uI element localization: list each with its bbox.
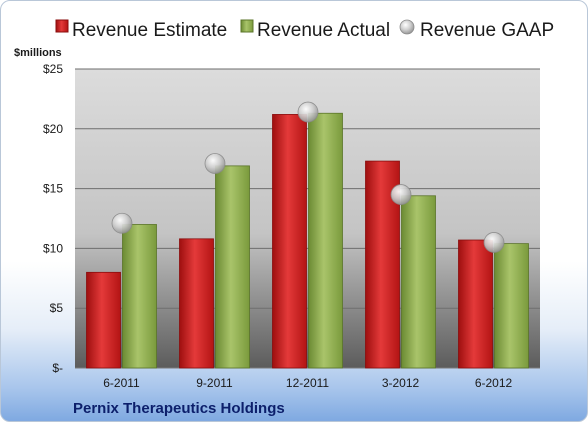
x-tick-label: 9-2011: [196, 376, 233, 390]
y-tick-label: $-: [52, 361, 63, 375]
legend-label-estimate: Revenue Estimate: [72, 20, 227, 41]
gaap-marker: [111, 212, 133, 234]
legend-item-gaap: Revenue GAAP: [399, 19, 554, 41]
y-tick-label: $25: [43, 62, 63, 76]
x-tick-label: 6-2011: [103, 376, 140, 390]
legend-label-gaap: Revenue GAAP: [420, 20, 554, 41]
legend-label-actual: Revenue Actual: [257, 20, 390, 41]
legend-item-estimate: Revenue Estimate: [55, 19, 227, 41]
bar-revenue-estimate: [458, 239, 493, 369]
x-tick-label: 3-2012: [382, 376, 420, 390]
legend-item-actual: Revenue Actual: [240, 19, 390, 41]
gaap-marker: [483, 232, 505, 253]
y-axis-unit-label: $millions: [14, 47, 62, 59]
bar-revenue-actual: [122, 224, 157, 369]
gaap-marker: [297, 101, 319, 123]
y-tick-label: $10: [43, 241, 63, 255]
bar-revenue-estimate: [272, 114, 307, 369]
x-axis-ticks: 6-2011 9-2011 12-2011 3-2012 6-2012: [103, 376, 512, 390]
y-axis-ticks: $- $5 $10 $15 $20 $25: [43, 62, 63, 375]
company-name: Pernix Therapeutics Holdings: [73, 400, 285, 417]
bars: [86, 112, 529, 369]
bar-revenue-actual: [401, 195, 436, 369]
bar-revenue-actual: [494, 243, 529, 369]
legend-swatch-estimate: [55, 19, 69, 33]
y-tick-label: $5: [50, 301, 64, 315]
legend-swatch-actual: [240, 19, 254, 33]
x-tick-label: 12-2011: [286, 376, 329, 390]
bar-revenue-estimate: [179, 238, 214, 369]
bar-revenue-actual: [308, 112, 343, 369]
y-tick-label: $15: [43, 182, 63, 196]
bar-revenue-estimate: [86, 271, 121, 369]
gaap-marker: [204, 153, 226, 174]
legend-marker-gaap: [399, 19, 415, 35]
gaap-markers: [111, 101, 505, 253]
bar-revenue-actual: [215, 165, 250, 369]
y-tick-label: $20: [43, 122, 63, 136]
x-tick-label: 6-2012: [475, 376, 513, 390]
chart-legend: Revenue Estimate Revenue Actual Revenue …: [55, 19, 554, 41]
gaap-marker: [390, 184, 412, 205]
